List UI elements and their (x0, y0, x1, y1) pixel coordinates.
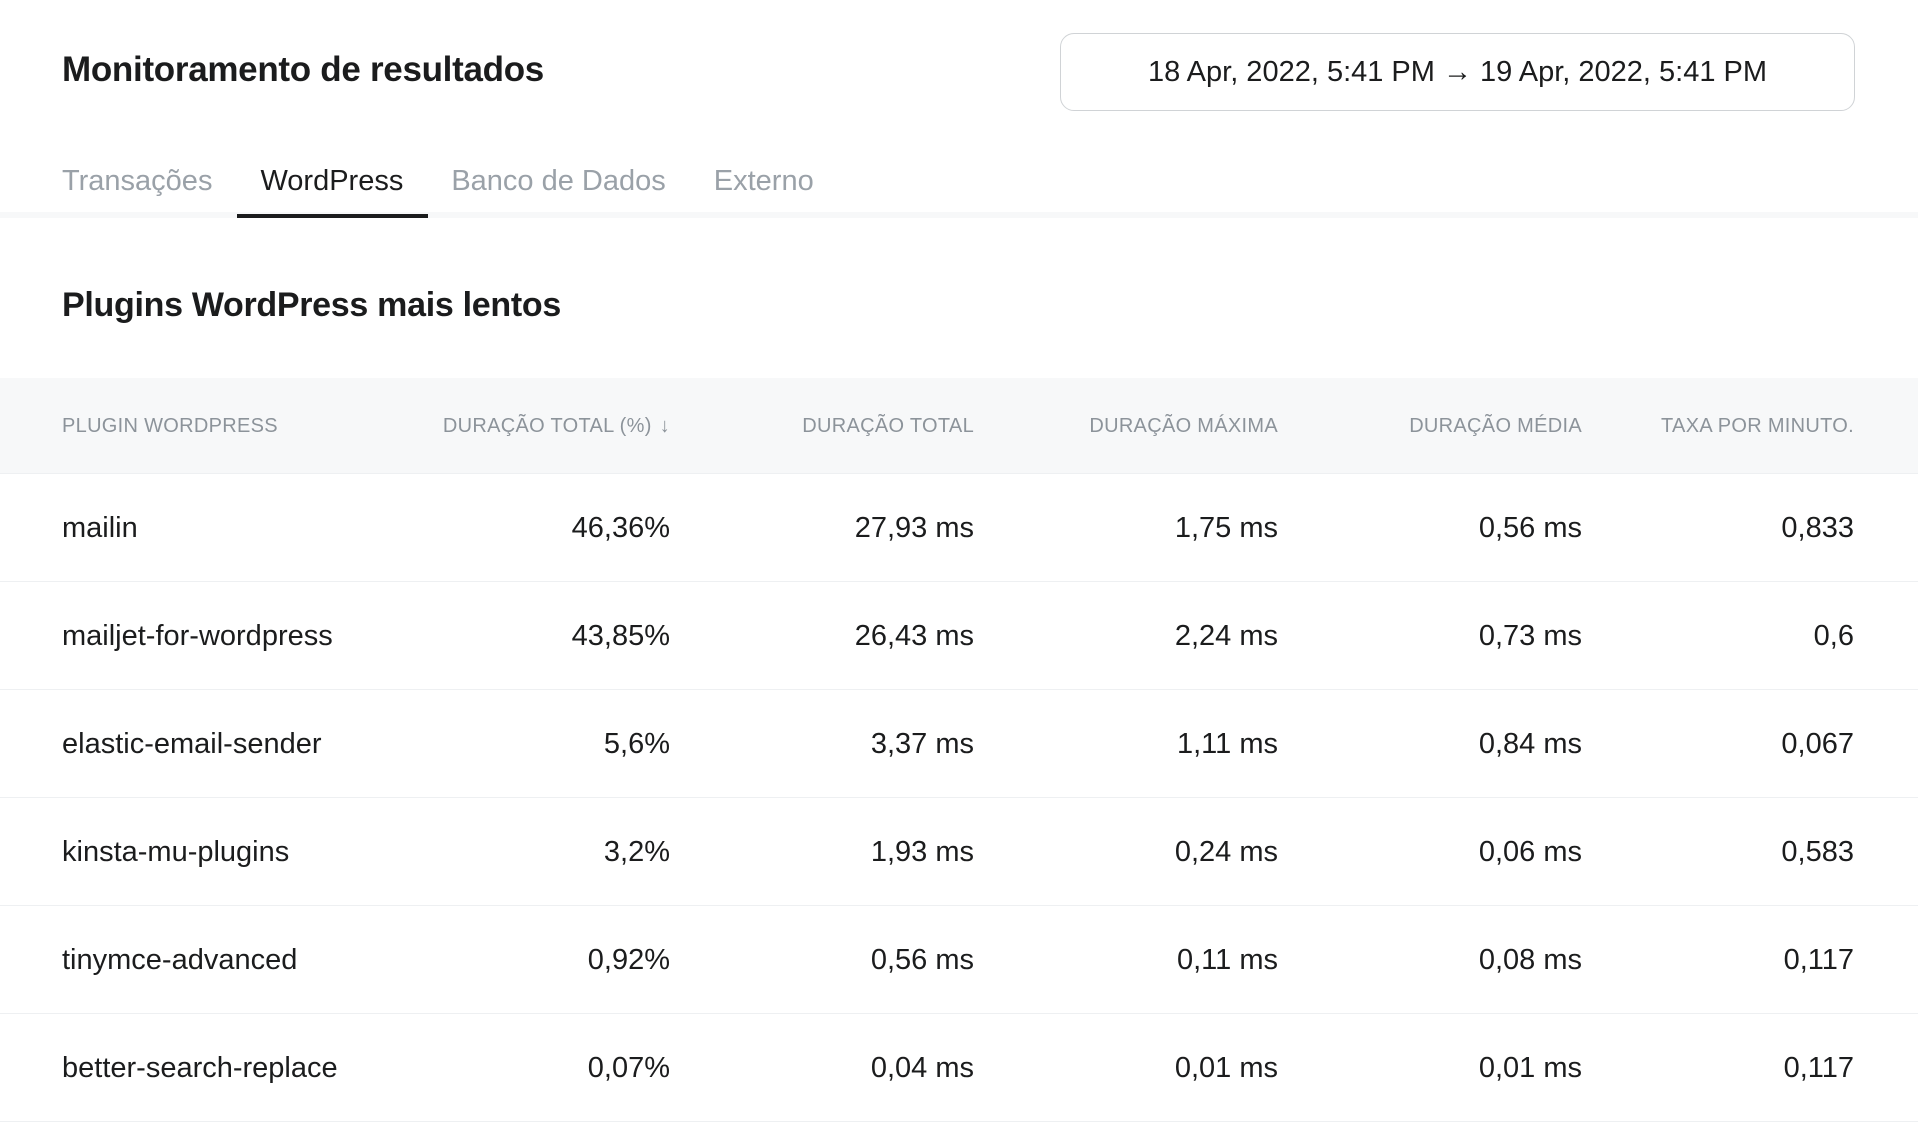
avg-duration: 0,84 ms (1478, 728, 1582, 760)
max-duration: 0,24 ms (1174, 836, 1278, 868)
avg-duration: 0,01 ms (1478, 1052, 1582, 1084)
column-header-total-duration-percent[interactable]: DURAÇÃO TOTAL (%) ↓ (420, 378, 670, 474)
tab-externo[interactable]: Externo (713, 165, 814, 197)
avg-duration: 0,08 ms (1478, 944, 1582, 976)
column-header-avg-duration[interactable]: DURAÇÃO MÉDIA (1409, 415, 1582, 437)
plugin-name: mailin (62, 512, 138, 544)
column-header-total-duration[interactable]: DURAÇÃO TOTAL (802, 415, 974, 437)
total-duration-percent: 46,36% (571, 512, 670, 544)
tab-bar: Transações WordPress Banco de Dados Exte… (62, 158, 862, 218)
date-range-picker[interactable]: 18 Apr, 2022, 5:41 PM → 19 Apr, 2022, 5:… (1060, 33, 1855, 111)
arrow-down-icon: ↓ (659, 415, 670, 437)
table-row: mailin 46,36% 27,93 ms 1,75 ms 0,56 ms 0… (0, 474, 1918, 582)
plugin-name: mailjet-for-wordpress (62, 620, 333, 652)
section-title: Plugins WordPress mais lentos (62, 286, 561, 324)
total-duration: 0,56 ms (870, 944, 974, 976)
page-title: Monitoramento de resultados (62, 50, 544, 89)
table-row: elastic-email-sender 5,6% 3,37 ms 1,11 m… (0, 690, 1918, 798)
total-duration-percent: 0,07% (587, 1052, 670, 1084)
total-duration-percent: 5,6% (603, 728, 670, 760)
avg-duration: 0,73 ms (1478, 620, 1582, 652)
total-duration: 0,04 ms (870, 1052, 974, 1084)
rate-per-minute: 0,117 (1783, 944, 1854, 976)
total-duration-percent: 3,2% (603, 836, 670, 868)
column-header-plugin[interactable]: PLUGIN WORDPRESS (62, 415, 278, 437)
tab-banco-de-dados[interactable]: Banco de Dados (451, 165, 666, 197)
avg-duration: 0,56 ms (1478, 512, 1582, 544)
total-duration: 1,93 ms (870, 836, 974, 868)
total-duration: 27,93 ms (854, 512, 974, 544)
rate-per-minute: 0,117 (1783, 1052, 1854, 1084)
table-row: kinsta-mu-plugins 3,2% 1,93 ms 0,24 ms 0… (0, 798, 1918, 906)
table-row: tinymce-advanced 0,92% 0,56 ms 0,11 ms 0… (0, 906, 1918, 1014)
rate-per-minute: 0,583 (1781, 836, 1854, 868)
table-header: PLUGIN WORDPRESS DURAÇÃO TOTAL (%) ↓ DURA… (0, 378, 1918, 474)
tab-transacoes[interactable]: Transações (62, 165, 213, 197)
plugin-name: tinymce-advanced (62, 944, 298, 976)
rate-per-minute: 0,833 (1781, 512, 1854, 544)
max-duration: 1,11 ms (1176, 728, 1278, 760)
table-row: mailjet-for-wordpress 43,85% 26,43 ms 2,… (0, 582, 1918, 690)
table-row: better-search-replace 0,07% 0,04 ms 0,01… (0, 1014, 1918, 1122)
max-duration: 0,01 ms (1174, 1052, 1278, 1084)
total-duration: 26,43 ms (854, 620, 974, 652)
rate-per-minute: 0,067 (1781, 728, 1854, 760)
column-header-rate-per-minute[interactable]: TAXA POR MINUTO. (1661, 415, 1854, 437)
plugin-name: kinsta-mu-plugins (62, 836, 290, 868)
plugin-name: elastic-email-sender (62, 728, 322, 760)
plugin-name: better-search-replace (62, 1052, 338, 1084)
total-duration: 3,37 ms (870, 728, 974, 760)
max-duration: 2,24 ms (1174, 620, 1278, 652)
slowest-plugins-table: PLUGIN WORDPRESS DURAÇÃO TOTAL (%) ↓ DURA… (0, 378, 1918, 1122)
rate-per-minute: 0,6 (1813, 620, 1854, 652)
total-duration-percent: 43,85% (571, 620, 670, 652)
max-duration: 0,11 ms (1176, 944, 1278, 976)
column-header-max-duration[interactable]: DURAÇÃO MÁXIMA (1089, 415, 1278, 437)
max-duration: 1,75 ms (1174, 512, 1278, 544)
header: Monitoramento de resultados 18 Apr, 2022… (0, 0, 1918, 218)
tab-wordpress[interactable]: WordPress (237, 158, 429, 218)
avg-duration: 0,06 ms (1478, 836, 1582, 868)
total-duration-percent: 0,92% (587, 944, 670, 976)
